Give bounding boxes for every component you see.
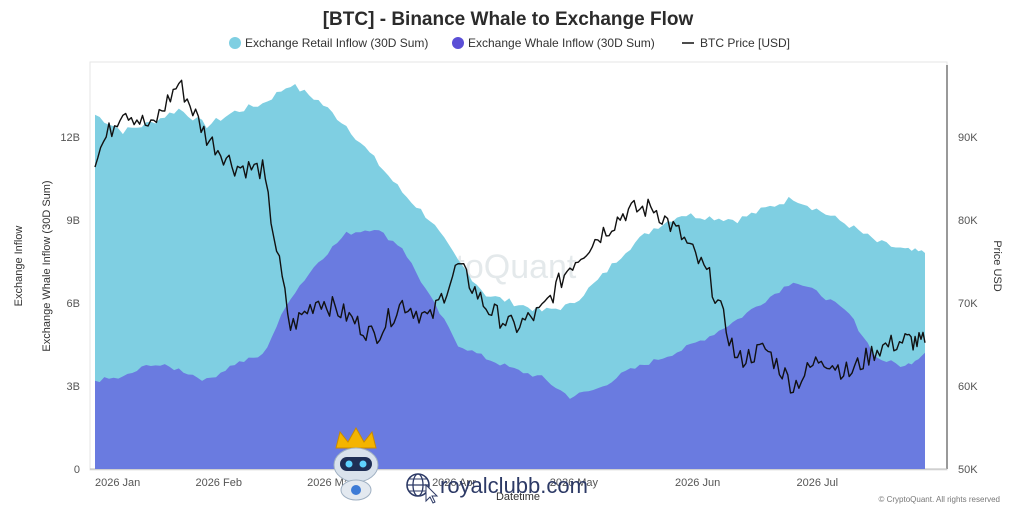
legend-retail-label: Exchange Retail Inflow (30D Sum) (245, 36, 428, 50)
y-tick-label: 6B (67, 298, 80, 310)
y-axis-label-line2: Exchange Whale Inflow (30D Sum) (41, 180, 53, 351)
x-tick-label: 2026 Apr (432, 477, 476, 489)
x-tick-label: 2026 Jul (797, 477, 839, 489)
x-tick-label: 2026 Jan (95, 477, 140, 489)
x-tick-label: 2026 Feb (195, 477, 241, 489)
legend-whale-label: Exchange Whale Inflow (30D Sum) (468, 36, 655, 50)
y-tick-label: 12B (60, 132, 80, 144)
area-layer (95, 84, 925, 469)
y2-tick-label: 60K (958, 381, 978, 393)
y-tick-label: 3B (67, 381, 80, 393)
y2-tick-label: 90K (958, 132, 978, 144)
price-layer (94, 79, 926, 394)
site-overlay-text: royalclubb.com (440, 473, 588, 498)
y-axis-ticks: 0 3B 6B 9B 12B (60, 132, 80, 476)
credit-text: © CryptoQuant. All rights reserved (879, 495, 1001, 504)
whale-inflow-area (95, 230, 925, 469)
legend-price-label: BTC Price [USD] (700, 36, 790, 50)
mascot-robot-icon (333, 426, 379, 501)
btc-price-line (94, 79, 926, 394)
y2-axis-ticks: 50K 60K 70K 80K 90K (958, 132, 978, 476)
x-axis-label: Datetime (496, 491, 540, 503)
legend-whale-swatch (452, 37, 464, 49)
globe-icon (406, 473, 430, 497)
y-tick-label: 0 (74, 464, 80, 476)
cursor-icon (425, 483, 439, 504)
y2-axis-label: Price USD (991, 240, 1003, 291)
legend-retail-swatch (229, 37, 241, 49)
y-axis-label: Exchange Inflow (13, 226, 25, 307)
legend: Exchange Retail Inflow (30D Sum) Exchang… (229, 36, 790, 50)
x-tick-label: 2026 May (550, 477, 599, 489)
y-tick-label: 9B (67, 215, 80, 227)
y2-tick-label: 50K (958, 464, 978, 476)
y2-tick-label: 80K (958, 215, 978, 227)
chart-title: [BTC] - Binance Whale to Exchange Flow (323, 9, 694, 30)
y2-tick-label: 70K (958, 298, 978, 310)
x-tick-label: 2026 Jun (675, 477, 720, 489)
